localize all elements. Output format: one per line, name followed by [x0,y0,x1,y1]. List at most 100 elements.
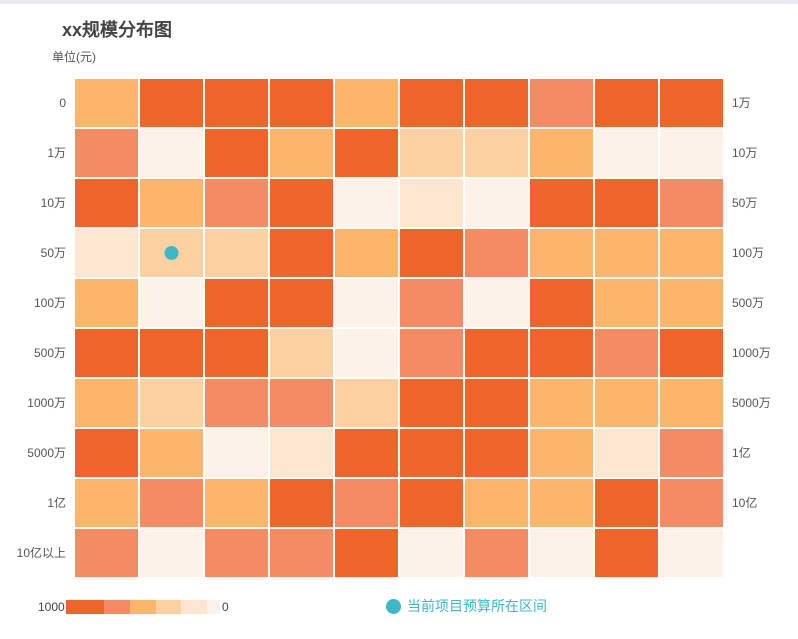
heatmap-cell [398,427,465,479]
heatmap-cell [138,177,205,229]
heatmap-cell [333,177,400,229]
color-ramp-step [66,600,79,614]
heatmap-cell [528,427,595,479]
heatmap-cell [203,427,270,479]
unit-label: 单位(元) [52,50,96,64]
y-left-tick-label: 5000万 [27,446,66,460]
heatmap-cell [398,377,465,429]
heatmap-cell [73,177,140,229]
heatmap-cell [398,327,465,379]
heatmap-cell [268,477,335,529]
heatmap-cell [268,177,335,229]
heatmap-cell [398,227,465,279]
color-ramp-step [194,600,208,614]
heatmap-cell [268,127,335,179]
heatmap-cell [593,477,660,529]
y-right-tick-label: 500万 [732,296,764,310]
heatmap-cell [203,527,270,579]
heatmap-cell [398,177,465,229]
current-project-marker [164,246,179,260]
heatmap-cell [73,277,140,329]
heatmap-cell [203,177,270,229]
color-ramp-step [181,600,195,614]
heatmap-cell [593,527,660,579]
heatmap-cell [593,427,660,479]
heatmap-cell [73,227,140,279]
color-ramp-step [207,600,220,614]
color-ramp-step [168,600,182,614]
y-right-tick-label: 1万 [732,96,751,110]
heatmap-cell [658,377,725,429]
heatmap-cell [658,127,725,179]
heatmap-cell [528,127,595,179]
heatmap-cell [73,427,140,479]
heatmap-cell [268,427,335,479]
heatmap-cell [528,227,595,279]
y-left-tick-label: 1万 [47,146,66,160]
heatmap-cell [593,277,660,329]
heatmap-cell [658,177,725,229]
heatmap-cell [463,277,530,329]
heatmap-cell [398,77,465,129]
y-left-tick-label: 50万 [41,246,66,260]
heatmap-cell [463,127,530,179]
heatmap-cell [528,327,595,379]
heatmap-cell [658,327,725,379]
heatmap-cell [528,377,595,429]
heatmap-cell [268,327,335,379]
heatmap-cell [268,227,335,279]
chart-title: xx规模分布图 [62,20,173,40]
heatmap-cell [463,227,530,279]
heatmap-cell [333,327,400,379]
heatmap-cell [658,77,725,129]
heatmap-cell [658,527,725,579]
color-ramp-step [155,600,169,614]
heatmap-cell [658,427,725,479]
y-right-tick-label: 10亿 [732,495,757,510]
heatmap-cell [463,477,530,529]
heatmap-cell [593,77,660,129]
heatmap-cell [203,327,270,379]
heatmap-cell [203,227,270,279]
color-ramp-step [91,600,105,614]
heatmap-cell [138,477,205,529]
heatmap-cell [73,477,140,529]
heatmap-cell [593,327,660,379]
heatmap-cell [463,177,530,229]
y-left-tick-label: 10万 [41,196,66,210]
heatmap-cell [463,527,530,579]
y-right-tick-label: 5000万 [732,396,771,410]
heatmap-cell [203,377,270,429]
heatmap-cell [138,377,205,429]
heatmap-cell [73,527,140,579]
heatmap-cell [138,77,205,129]
marker-legend: 当前项目预算所在区间 [386,596,547,616]
heatmap-cell [203,77,270,129]
heatmap-cell [398,527,465,579]
color-ramp-step [78,600,92,614]
y-left-tick-label: 10亿以上 [17,545,66,560]
heatmap-cell [333,227,400,279]
heatmap-cell [333,77,400,129]
y-right-tick-label: 100万 [732,246,764,260]
heatmap-cell [398,127,465,179]
color-ramp-step [117,600,131,614]
heatmap-cell [593,177,660,229]
y-left-tick-label: 500万 [34,346,66,360]
top-border [0,0,798,4]
heatmap-cell [73,77,140,129]
color-ramp [66,600,220,614]
heatmap-cell [138,127,205,179]
y-left-tick-label: 100万 [34,296,66,310]
heatmap-cell [398,277,465,329]
heatmap-cell [528,77,595,129]
y-right-tick-label: 1亿 [732,445,751,460]
heatmap-cell [333,127,400,179]
heatmap-cell [333,377,400,429]
heatmap-cell [268,77,335,129]
y-left-tick-label: 1亿 [47,495,66,510]
heatmap-cell [658,277,725,329]
color-ramp-step [130,600,143,614]
color-ramp-step [104,600,118,614]
y-right-tick-label: 50万 [732,196,757,210]
